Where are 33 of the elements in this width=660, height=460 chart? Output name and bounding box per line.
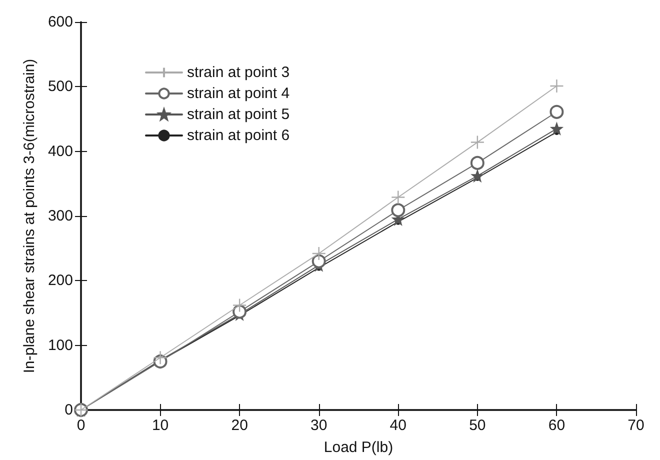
y-tick-label: 300 bbox=[48, 208, 73, 224]
point bbox=[470, 156, 484, 170]
x-tick-label: 30 bbox=[310, 417, 328, 434]
legend-label: strain at point 5 bbox=[187, 106, 290, 123]
x-tick-label: 20 bbox=[231, 417, 248, 434]
point bbox=[550, 122, 563, 135]
x-tick-label: 70 bbox=[628, 417, 644, 434]
y-tick-label: 600 bbox=[48, 14, 73, 30]
legend-label: strain at point 4 bbox=[187, 85, 290, 102]
x-axis-title: Load P(lb) bbox=[324, 439, 394, 456]
y-tick-label: 100 bbox=[48, 336, 73, 354]
x-tick-label: 40 bbox=[390, 417, 406, 434]
point bbox=[232, 298, 247, 312]
point bbox=[391, 190, 406, 204]
point bbox=[471, 170, 484, 182]
point bbox=[550, 78, 564, 94]
point bbox=[312, 246, 326, 261]
y-tick-label: 500 bbox=[48, 78, 73, 96]
y-tick-label: 0 bbox=[64, 402, 73, 418]
point bbox=[391, 203, 406, 218]
x-tick-label: 60 bbox=[548, 417, 566, 434]
point bbox=[470, 135, 485, 150]
legend-label: strain at point 6 bbox=[187, 127, 290, 144]
y-tick-label: 200 bbox=[48, 272, 73, 290]
y-tick-label: 400 bbox=[48, 142, 73, 160]
y-axis-title: In-plane shear strains at points 3-6(microstrain) bbox=[21, 58, 38, 374]
point bbox=[153, 350, 168, 365]
x-tick-label: 50 bbox=[469, 417, 486, 434]
x-tick-label: 10 bbox=[152, 417, 169, 434]
legend-label: strain at point 3 bbox=[187, 64, 290, 81]
point bbox=[312, 254, 326, 268]
x-tick-label: 0 bbox=[76, 417, 86, 434]
point bbox=[550, 104, 564, 119]
